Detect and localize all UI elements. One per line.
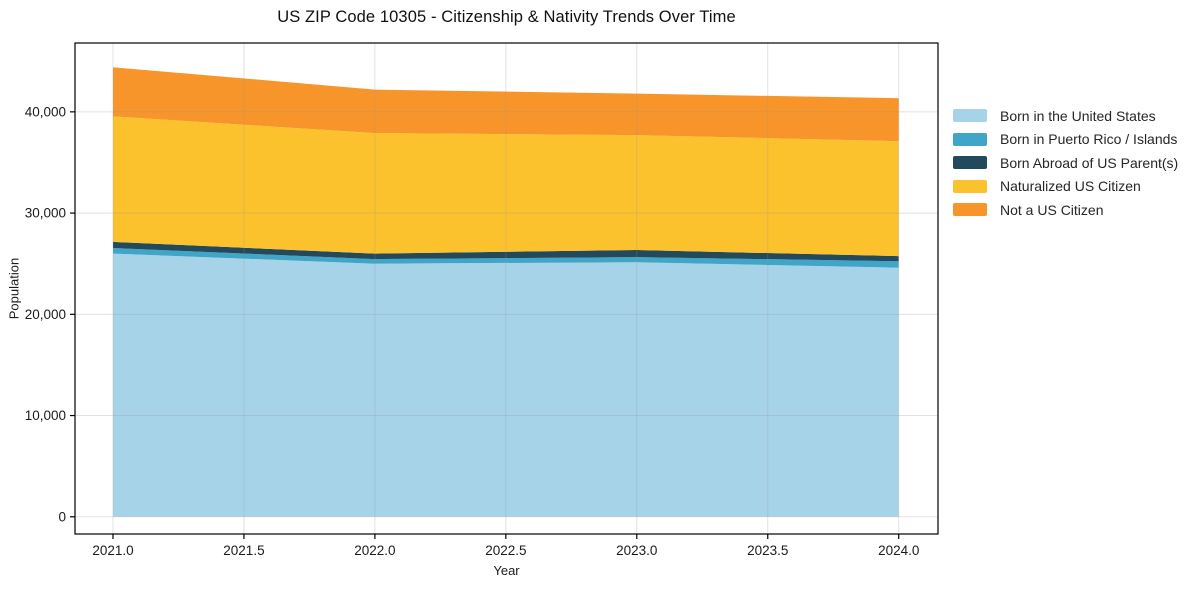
x-tick-label: 2021.0 — [92, 543, 133, 558]
x-tick-label: 2022.0 — [354, 543, 395, 558]
x-tick-label: 2023.5 — [747, 543, 788, 558]
x-tick-label: 2024.0 — [878, 543, 919, 558]
area-series-1 — [113, 248, 899, 268]
legend-swatch-icon — [953, 156, 987, 170]
y-tick-label: 20,000 — [25, 307, 66, 322]
y-tick-label: 40,000 — [25, 104, 66, 119]
legend-label: Born in the United States — [1000, 107, 1156, 124]
legend-label: Naturalized US Citizen — [1000, 178, 1141, 195]
y-tick-label: 10,000 — [25, 408, 66, 423]
x-axis-label: Year — [493, 563, 520, 578]
legend-row-0: Born in the United States — [953, 104, 1189, 128]
y-axis-label: Population — [6, 257, 22, 320]
x-tick-label: 2021.5 — [223, 543, 264, 558]
x-tick-label: 2022.5 — [485, 543, 526, 558]
legend-label: Born in Puerto Rico / Islands — [1000, 131, 1178, 148]
legend-swatch-icon — [953, 203, 987, 217]
y-tick-label: 30,000 — [25, 206, 66, 221]
x-tick-label: 2023.0 — [616, 543, 657, 558]
legend: Born in the United States Born in Puerto … — [953, 104, 1189, 222]
legend-row-3: Naturalized US Citizen — [953, 175, 1189, 199]
area-series-4 — [113, 67, 899, 142]
legend-row-1: Born in Puerto Rico / Islands — [953, 128, 1189, 152]
legend-row-2: Born Abroad of US Parent(s) — [953, 151, 1189, 175]
legend-swatch-icon — [953, 179, 987, 193]
area-series-2 — [113, 241, 899, 262]
legend-swatch-icon — [953, 109, 987, 123]
area-series-0 — [113, 253, 899, 517]
y-tick-label: 0 — [58, 509, 66, 524]
area-series-3 — [113, 116, 899, 257]
plot-border — [74, 42, 939, 535]
chart-title: US ZIP Code 10305 - Citizenship & Nativi… — [277, 8, 736, 26]
legend-label: Not a US Citizen — [1000, 201, 1104, 218]
legend-label: Born Abroad of US Parent(s) — [1000, 154, 1179, 171]
legend-row-4: Not a US Citizen — [953, 198, 1189, 222]
legend-swatch-icon — [953, 132, 987, 146]
